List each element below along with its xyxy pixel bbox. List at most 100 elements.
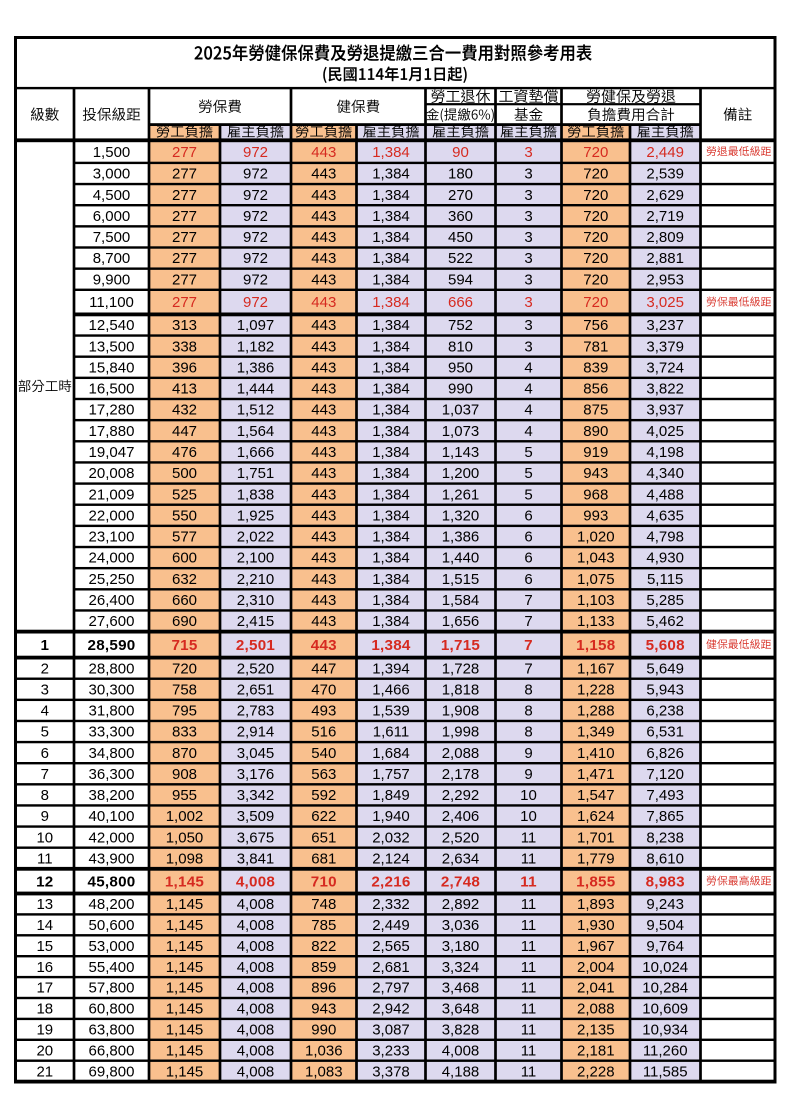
svg-text:1,384: 1,384 [372, 529, 410, 546]
svg-text:17,280: 17,280 [89, 402, 135, 419]
svg-text:1,611: 1,611 [373, 724, 409, 741]
svg-text:1,656: 1,656 [442, 613, 480, 630]
svg-text:5,115: 5,115 [647, 571, 683, 588]
svg-text:525: 525 [172, 486, 197, 503]
svg-text:10,934: 10,934 [642, 1022, 688, 1039]
svg-text:2,210: 2,210 [237, 571, 275, 588]
svg-text:6: 6 [524, 529, 532, 546]
svg-text:1,384: 1,384 [372, 271, 410, 288]
svg-text:1,043: 1,043 [577, 550, 615, 567]
svg-text:1,145: 1,145 [166, 1022, 204, 1039]
svg-text:681: 681 [311, 850, 336, 867]
svg-text:1,384: 1,384 [372, 208, 410, 225]
svg-text:55,400: 55,400 [89, 959, 135, 976]
svg-text:10,024: 10,024 [642, 959, 688, 976]
svg-text:19: 19 [36, 1022, 53, 1039]
svg-text:720: 720 [583, 144, 608, 161]
svg-text:4,008: 4,008 [237, 917, 275, 934]
svg-text:4,188: 4,188 [442, 1063, 480, 1080]
svg-text:14: 14 [36, 917, 53, 934]
svg-text:443: 443 [311, 166, 336, 183]
svg-text:2,681: 2,681 [372, 959, 410, 976]
svg-text:990: 990 [448, 381, 473, 398]
svg-text:1,083: 1,083 [305, 1063, 343, 1080]
svg-text:1,261: 1,261 [442, 486, 480, 503]
svg-text:748: 748 [311, 896, 336, 913]
svg-text:3,087: 3,087 [372, 1022, 410, 1039]
svg-text:1,384: 1,384 [372, 338, 410, 355]
svg-text:3,233: 3,233 [372, 1042, 410, 1059]
svg-text:1: 1 [40, 637, 49, 654]
svg-text:720: 720 [583, 208, 608, 225]
svg-text:3: 3 [524, 166, 532, 183]
svg-text:2,415: 2,415 [237, 613, 275, 630]
svg-text:2,041: 2,041 [577, 980, 615, 997]
svg-text:11: 11 [521, 850, 537, 867]
svg-text:34,800: 34,800 [89, 745, 135, 762]
svg-text:493: 493 [311, 703, 336, 720]
svg-text:3: 3 [524, 144, 532, 161]
svg-text:4,930: 4,930 [646, 550, 684, 567]
svg-text:1,133: 1,133 [577, 613, 615, 630]
svg-text:1,384: 1,384 [372, 592, 410, 609]
svg-text:6,000: 6,000 [93, 208, 131, 225]
svg-text:48,200: 48,200 [89, 896, 135, 913]
svg-text:1,002: 1,002 [166, 808, 204, 825]
svg-text:10,609: 10,609 [642, 1001, 688, 1018]
svg-text:781: 781 [583, 338, 608, 355]
svg-text:6: 6 [41, 745, 49, 762]
svg-text:6: 6 [524, 571, 532, 588]
svg-text:6: 6 [524, 550, 532, 567]
svg-text:943: 943 [583, 465, 608, 482]
svg-text:4,008: 4,008 [442, 1042, 480, 1059]
svg-text:1,684: 1,684 [372, 745, 410, 762]
svg-text:7,493: 7,493 [646, 787, 684, 804]
svg-text:1,444: 1,444 [237, 381, 275, 398]
svg-text:15,840: 15,840 [89, 359, 135, 376]
svg-text:720: 720 [172, 660, 197, 677]
svg-text:2,881: 2,881 [646, 250, 684, 267]
svg-text:413: 413 [172, 381, 197, 398]
svg-text:1,715: 1,715 [441, 637, 481, 654]
svg-text:11: 11 [521, 959, 537, 976]
svg-text:795: 795 [172, 703, 197, 720]
svg-text:1,145: 1,145 [166, 980, 204, 997]
svg-text:919: 919 [583, 444, 608, 461]
svg-text:7: 7 [524, 637, 533, 654]
svg-text:277: 277 [172, 229, 197, 246]
svg-text:5: 5 [524, 486, 532, 503]
svg-text:63,800: 63,800 [89, 1022, 135, 1039]
svg-text:443: 443 [311, 402, 336, 419]
svg-text:16,500: 16,500 [89, 381, 135, 398]
svg-text:12,540: 12,540 [89, 317, 135, 334]
svg-text:4,008: 4,008 [237, 896, 275, 913]
svg-text:1,539: 1,539 [372, 703, 410, 720]
svg-text:443: 443 [311, 381, 336, 398]
svg-text:1,145: 1,145 [165, 873, 205, 890]
svg-text:450: 450 [448, 229, 473, 246]
svg-text:758: 758 [172, 681, 197, 698]
svg-text:13: 13 [36, 896, 53, 913]
svg-text:1,701: 1,701 [577, 829, 615, 846]
svg-text:908: 908 [172, 766, 197, 783]
svg-text:3,176: 3,176 [237, 766, 275, 783]
svg-text:11: 11 [521, 829, 537, 846]
svg-text:7: 7 [524, 592, 532, 609]
svg-text:4,798: 4,798 [646, 529, 684, 546]
svg-text:1,500: 1,500 [93, 144, 131, 161]
svg-text:277: 277 [172, 144, 197, 161]
svg-text:5: 5 [524, 444, 532, 461]
svg-text:2,178: 2,178 [442, 766, 480, 783]
svg-text:875: 875 [583, 402, 608, 419]
svg-text:33,300: 33,300 [89, 724, 135, 741]
svg-text:822: 822 [311, 938, 336, 955]
svg-text:443: 443 [311, 187, 336, 204]
svg-text:1,145: 1,145 [166, 1001, 204, 1018]
svg-text:53,000: 53,000 [89, 938, 135, 955]
svg-text:313: 313 [172, 317, 197, 334]
svg-text:4,198: 4,198 [646, 444, 684, 461]
svg-text:4,008: 4,008 [236, 873, 275, 890]
svg-text:1,349: 1,349 [577, 724, 615, 741]
svg-text:651: 651 [311, 829, 336, 846]
svg-text:1,394: 1,394 [372, 660, 410, 677]
